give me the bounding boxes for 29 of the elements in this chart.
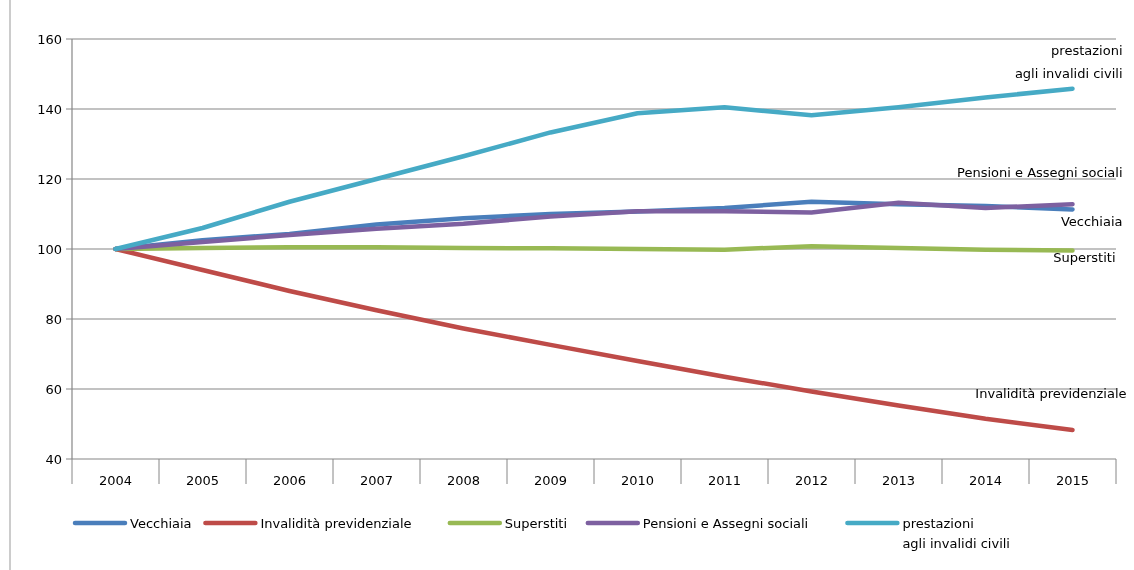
x-tick-label: 2011 [707, 473, 742, 488]
text: Invalidità previdenziale [975, 385, 1127, 401]
y-tick-label: 160 [37, 32, 62, 47]
x-tick-label: 2008 [446, 473, 481, 488]
x-tick-label: 2015 [1055, 473, 1090, 488]
y-tick-label: 120 [37, 172, 62, 187]
legend-label: Superstiti [504, 516, 568, 531]
x-tick-label: 2007 [359, 473, 394, 488]
legend-label: Pensioni e Assegni sociali [642, 516, 809, 531]
y-tick-label: 40 [45, 452, 62, 467]
y-tick-label: 80 [45, 312, 62, 327]
text: Superstiti [1053, 250, 1116, 266]
text: prestazioni agli invalidi civili [1014, 43, 1123, 82]
x-tick-label: 2013 [881, 473, 916, 488]
legend-label: Vecchiaia [130, 516, 192, 531]
x-tick-label: 2009 [533, 473, 568, 488]
text: Pensioni e Assegni sociali [957, 165, 1123, 181]
x-tick-label: 2014 [968, 473, 1003, 488]
legend-label: prestazioni agli invalidi civili [902, 516, 1010, 551]
y-tick-label: 100 [37, 242, 62, 257]
x-tick-label: 2012 [794, 473, 829, 488]
x-tick-label: 2006 [272, 473, 307, 488]
text: Vecchiaia [1060, 214, 1123, 230]
y-tick-label: 60 [45, 382, 62, 397]
x-tick-label: 2010 [620, 473, 655, 488]
x-tick-label: 2004 [98, 473, 133, 488]
y-tick-label: 140 [37, 102, 62, 117]
legend-label: Invalidità previdenziale [260, 516, 412, 531]
x-tick-label: 2005 [185, 473, 220, 488]
